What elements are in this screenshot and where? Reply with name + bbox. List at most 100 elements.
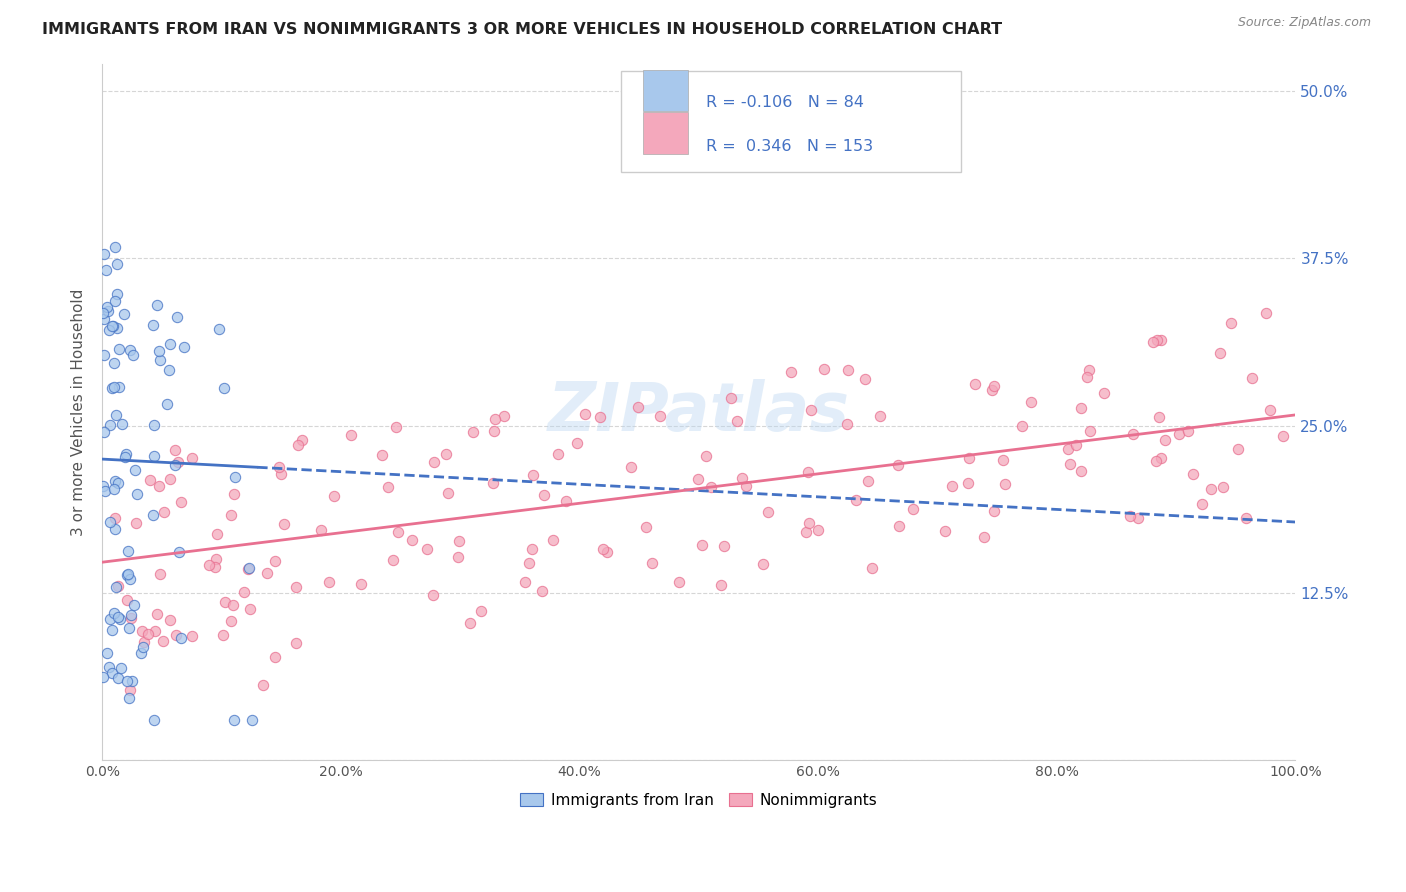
Point bbox=[104, 522, 127, 536]
Point bbox=[98, 515, 121, 529]
Point bbox=[224, 470, 246, 484]
Point bbox=[222, 599, 245, 613]
Point bbox=[720, 391, 742, 405]
Point bbox=[991, 452, 1014, 467]
Point bbox=[901, 502, 924, 516]
Point bbox=[1118, 508, 1140, 523]
Point bbox=[458, 615, 481, 630]
Point bbox=[695, 450, 717, 464]
Point bbox=[856, 474, 879, 488]
Point bbox=[1149, 451, 1171, 466]
Point bbox=[1146, 334, 1168, 348]
Point bbox=[401, 533, 423, 548]
Point bbox=[214, 595, 236, 609]
Point bbox=[117, 593, 139, 607]
Point bbox=[1122, 427, 1144, 442]
Text: ZIPatlas: ZIPatlas bbox=[548, 379, 849, 445]
Point bbox=[668, 575, 690, 590]
Point bbox=[934, 524, 956, 538]
Point bbox=[517, 557, 540, 571]
Point bbox=[263, 650, 285, 665]
Point bbox=[240, 713, 263, 727]
Point bbox=[285, 636, 308, 650]
Point bbox=[837, 362, 859, 376]
Point bbox=[181, 450, 204, 465]
Point bbox=[93, 425, 115, 439]
Point bbox=[118, 572, 141, 586]
Point bbox=[97, 660, 120, 674]
Point bbox=[181, 629, 204, 643]
Point bbox=[541, 533, 564, 548]
Point bbox=[1064, 437, 1087, 451]
Point bbox=[533, 488, 555, 502]
Point bbox=[236, 561, 259, 575]
Point bbox=[110, 661, 132, 675]
Point bbox=[860, 561, 883, 575]
Point bbox=[239, 602, 262, 616]
Point bbox=[983, 504, 1005, 518]
Point bbox=[148, 344, 170, 359]
Point bbox=[588, 409, 610, 424]
Point bbox=[437, 485, 460, 500]
Point bbox=[112, 307, 135, 321]
Point bbox=[222, 487, 245, 501]
Point bbox=[422, 588, 444, 602]
Point bbox=[627, 401, 650, 415]
Point bbox=[800, 402, 823, 417]
Point bbox=[1059, 457, 1081, 471]
Point bbox=[96, 300, 118, 314]
Point bbox=[149, 352, 172, 367]
Point bbox=[238, 561, 260, 575]
Point bbox=[173, 340, 195, 354]
Point bbox=[93, 312, 115, 326]
Point bbox=[212, 381, 235, 395]
Point bbox=[100, 665, 122, 680]
Point bbox=[1078, 424, 1101, 438]
Point bbox=[93, 306, 115, 320]
Point bbox=[124, 463, 146, 477]
Point bbox=[287, 437, 309, 451]
Point bbox=[105, 287, 128, 301]
Point bbox=[1070, 401, 1092, 415]
Point bbox=[1241, 370, 1264, 384]
Point bbox=[93, 670, 115, 684]
Point bbox=[813, 362, 835, 376]
Point bbox=[136, 627, 159, 641]
Point bbox=[387, 524, 409, 539]
Point bbox=[169, 495, 191, 509]
Point bbox=[101, 318, 124, 333]
Point bbox=[104, 408, 127, 422]
Point bbox=[269, 460, 291, 475]
Point bbox=[153, 505, 176, 519]
Point bbox=[423, 455, 446, 469]
Point bbox=[105, 257, 128, 271]
Text: IMMIGRANTS FROM IRAN VS NONIMMIGRANTS 3 OR MORE VEHICLES IN HOUSEHOLD CORRELATIO: IMMIGRANTS FROM IRAN VS NONIMMIGRANTS 3 … bbox=[42, 22, 1002, 37]
Point bbox=[709, 577, 731, 591]
Point bbox=[1150, 333, 1173, 347]
Point bbox=[107, 579, 129, 593]
Point bbox=[98, 323, 121, 337]
Point bbox=[114, 450, 136, 465]
Point bbox=[167, 455, 190, 469]
Point bbox=[887, 458, 910, 472]
Point bbox=[159, 613, 181, 627]
Point bbox=[165, 628, 187, 642]
Point bbox=[806, 523, 828, 537]
Point bbox=[104, 511, 127, 525]
Point bbox=[1220, 316, 1243, 330]
Point bbox=[107, 475, 129, 490]
Point bbox=[957, 450, 980, 465]
Point bbox=[370, 448, 392, 462]
Point bbox=[1070, 464, 1092, 478]
Point bbox=[385, 420, 408, 434]
Point bbox=[484, 411, 506, 425]
Point bbox=[169, 631, 191, 645]
Point bbox=[104, 240, 127, 254]
Point bbox=[120, 683, 142, 698]
Point bbox=[981, 383, 1004, 397]
Point bbox=[111, 417, 134, 431]
Point bbox=[837, 417, 859, 432]
Point bbox=[120, 611, 142, 625]
Point bbox=[1142, 335, 1164, 350]
Point bbox=[494, 409, 516, 423]
